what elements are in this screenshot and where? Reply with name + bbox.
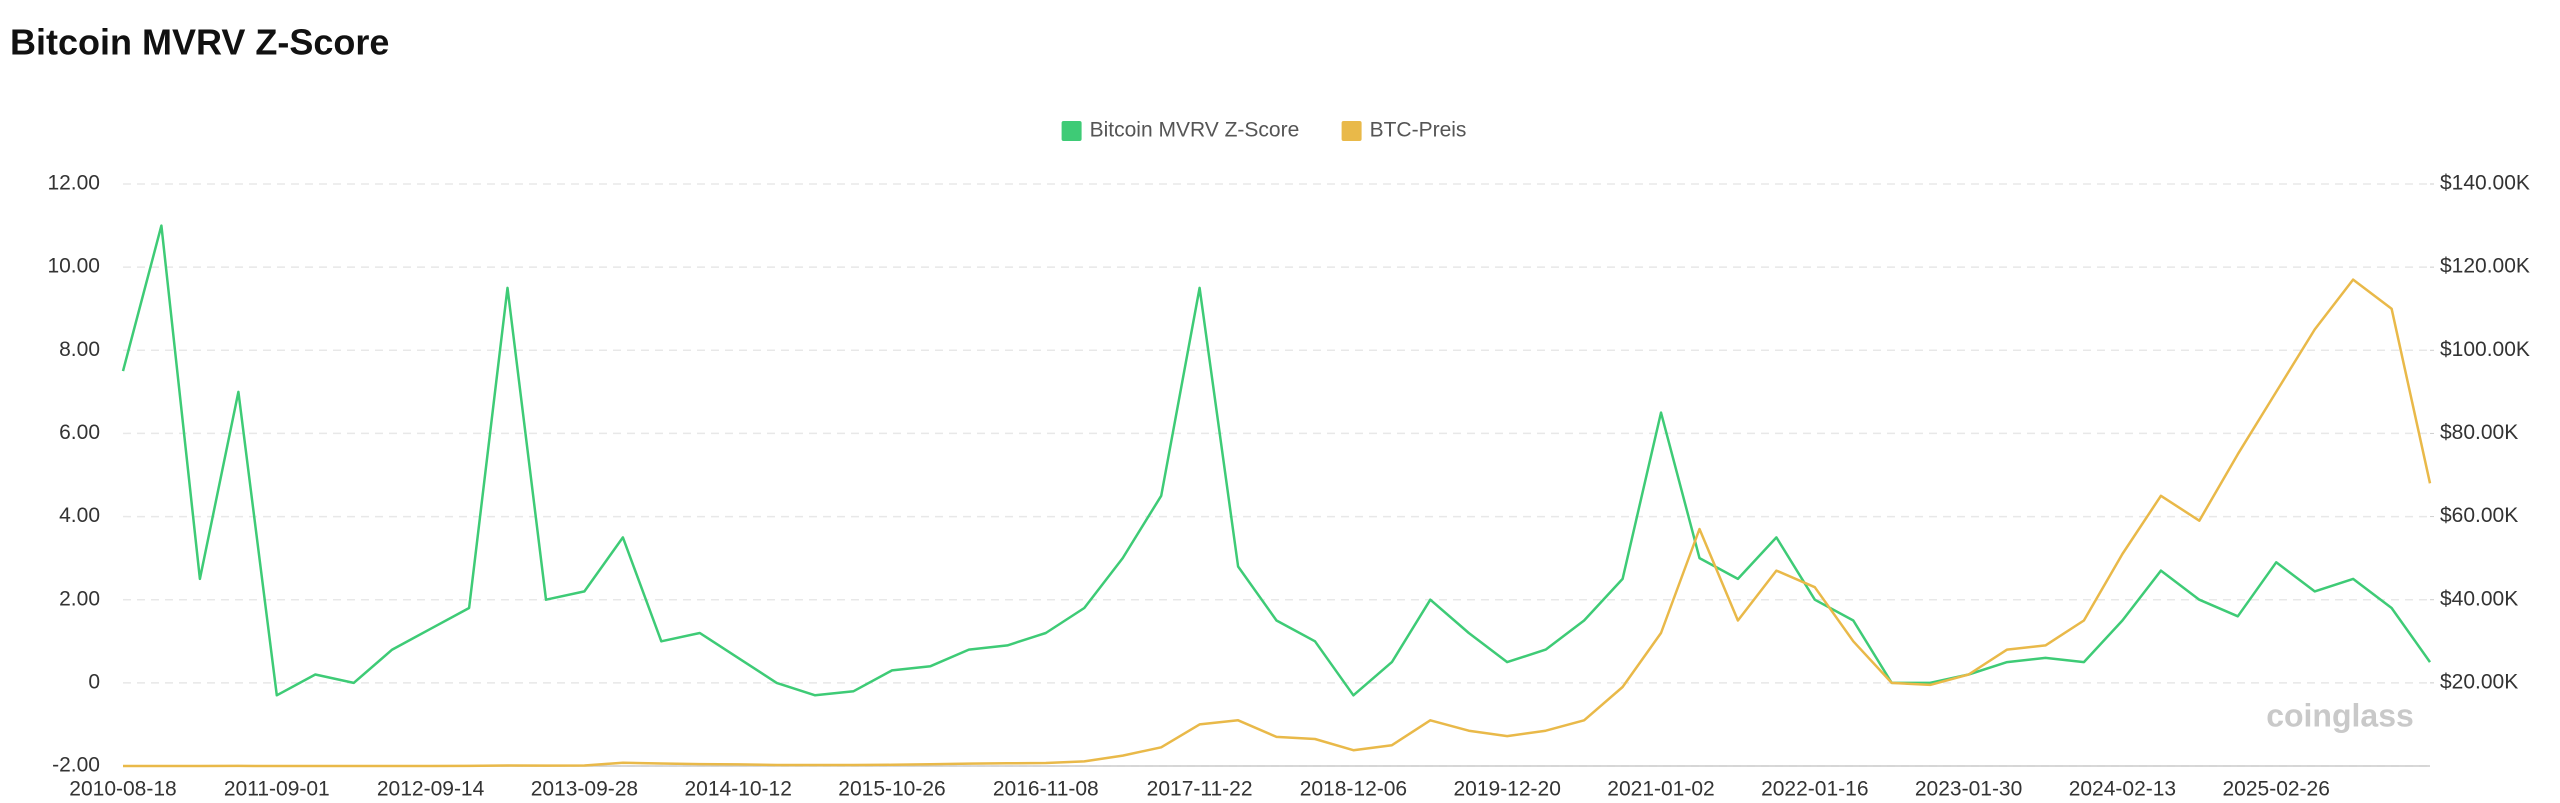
x-tick-label: 2018-12-06 (1300, 778, 1407, 798)
y-tick-label: 0 (88, 670, 100, 693)
y2-tick-label: $140.00K (2440, 172, 2530, 195)
x-tick-label: 2021-01-02 (1607, 778, 1714, 798)
y-tick-label: 4.00 (59, 504, 100, 527)
x-tick-label: 2022-01-16 (1761, 778, 1868, 798)
legend-label: Bitcoin MVRV Z-Score (1090, 119, 1300, 142)
x-tick-label: 2023-01-30 (1915, 778, 2022, 798)
x-tick-label: 2017-11-22 (1147, 778, 1253, 798)
watermark: coinglass (2266, 697, 2414, 733)
series-line (123, 278, 2432, 768)
x-tick-label: 2010-08-18 (69, 778, 176, 798)
legend-swatch (1341, 121, 1362, 141)
y2-tick-label: $60.00K (2440, 504, 2518, 527)
legend-label: BTC-Preis (1370, 119, 1467, 142)
x-tick-label: 2011-09-01 (224, 778, 330, 798)
chart-title: Bitcoin MVRV Z-Score (10, 22, 389, 63)
y-tick-label: 2.00 (59, 587, 100, 610)
y-tick-label: 6.00 (59, 421, 100, 444)
y-tick-label: 10.00 (47, 255, 100, 278)
y-tick-label: 12.00 (47, 172, 100, 195)
legend-swatch (1061, 121, 1082, 141)
x-tick-label: 2016-11-08 (993, 778, 1099, 798)
x-tick-label: 2013-09-28 (531, 778, 638, 798)
series-line (121, 224, 2432, 697)
x-tick-label: 2015-10-26 (838, 778, 945, 798)
x-tick-label: 2024-02-13 (2069, 778, 2176, 798)
x-tick-label: 2025-02-26 (2222, 778, 2329, 798)
x-tick-label: 2014-10-12 (684, 778, 791, 798)
x-tick-label: 2019-12-20 (1453, 778, 1560, 798)
y2-tick-label: $80.00K (2440, 421, 2518, 444)
y2-tick-label: $40.00K (2440, 587, 2518, 610)
x-tick-label: 2012-09-14 (377, 778, 485, 798)
y2-tick-label: $120.00K (2440, 255, 2530, 278)
y-tick-label: 8.00 (59, 338, 100, 361)
y2-tick-label: $100.00K (2440, 338, 2530, 361)
y-tick-label: -2.00 (52, 754, 100, 777)
y2-tick-label: $20.00K (2440, 670, 2518, 693)
